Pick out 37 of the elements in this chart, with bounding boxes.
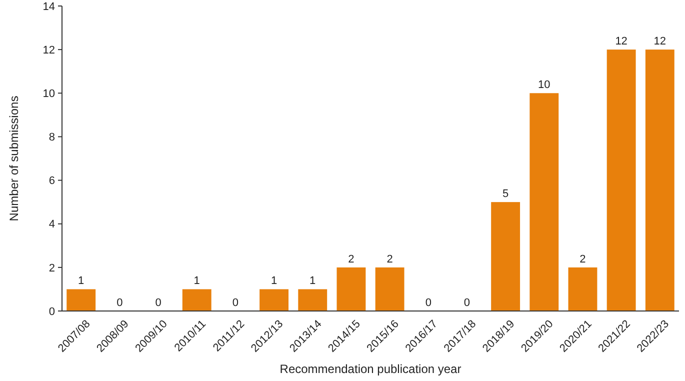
data-label: 5 <box>502 188 509 200</box>
bar <box>182 289 212 311</box>
data-label: 0 <box>116 297 123 309</box>
data-label: 2 <box>580 253 586 266</box>
data-label: 0 <box>232 297 239 309</box>
y-tick-label: 12 <box>42 44 55 56</box>
data-label: 1 <box>194 275 200 288</box>
data-label: 2 <box>348 253 354 266</box>
data-label: 12 <box>615 36 628 48</box>
bar <box>375 267 404 311</box>
y-tick-label: 8 <box>48 132 55 144</box>
bar <box>491 202 520 311</box>
x-axis-title: Recommendation publication year <box>280 362 462 376</box>
data-label: 2 <box>386 253 393 266</box>
data-label: 1 <box>270 275 278 288</box>
y-tick-label: 6 <box>48 175 55 188</box>
bar <box>530 93 559 311</box>
bar <box>568 267 598 311</box>
bar <box>260 289 289 311</box>
data-label: 0 <box>464 297 470 309</box>
data-label: 1 <box>78 275 84 288</box>
data-label: 1 <box>310 275 316 288</box>
y-tick-label: 0 <box>48 306 55 318</box>
data-label: 0 <box>155 297 162 309</box>
y-tick-label: 10 <box>42 88 55 100</box>
bar <box>645 50 674 311</box>
bar <box>66 289 96 311</box>
y-tick-label: 4 <box>48 218 55 231</box>
y-tick-label: 2 <box>48 262 55 274</box>
bar <box>606 50 636 311</box>
bar <box>298 289 328 311</box>
data-label: 10 <box>538 79 550 92</box>
data-label: 0 <box>425 297 432 309</box>
y-tick-label: 14 <box>42 0 55 13</box>
bar <box>336 267 366 311</box>
y-axis-title: Number of submissions <box>7 96 21 222</box>
data-label: 12 <box>654 36 666 48</box>
